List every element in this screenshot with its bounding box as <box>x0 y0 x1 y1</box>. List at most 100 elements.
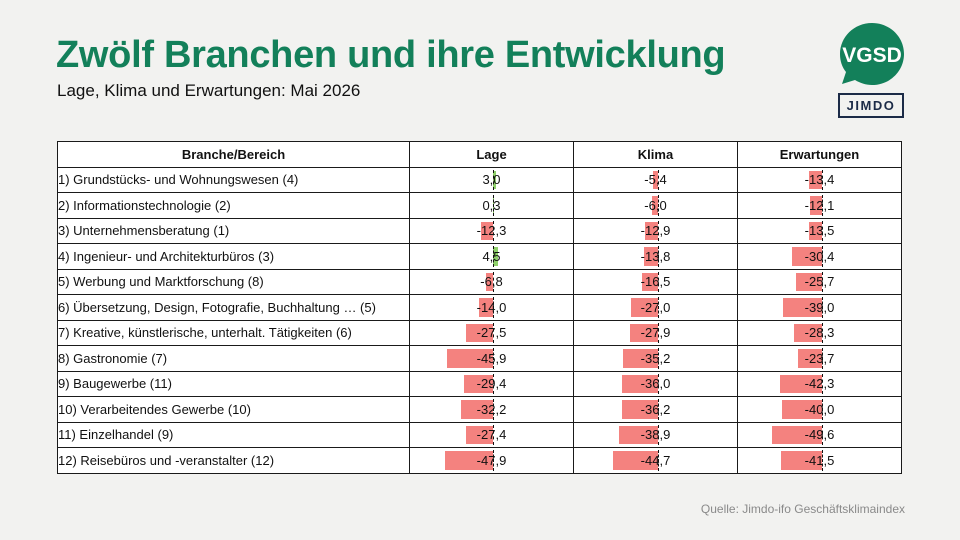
value-label-klima: -27,9 <box>640 325 671 341</box>
value-cell-klima: -36,2 <box>573 396 738 423</box>
row-label: 12) Reisebüros und -veranstalter (12) <box>57 447 410 474</box>
value-label-lage: -14,0 <box>476 299 507 315</box>
value-cell-lage: -27,5 <box>409 319 574 346</box>
vgsd-logo: VGSD <box>840 23 904 85</box>
zero-line <box>822 169 823 190</box>
table-row: 9) Baugewerbe (11) -29,4 -36,0 -42,3 <box>57 370 902 397</box>
bar-lage <box>463 374 493 393</box>
zero-line <box>493 297 494 318</box>
row-label: 7) Kreative, künstlerische, unterhalt. T… <box>57 319 410 346</box>
bar-klima <box>630 323 658 342</box>
zero-line <box>822 424 823 445</box>
value-cell-klima: -36,0 <box>573 370 738 397</box>
column-header-branche: Branche/Bereich <box>57 141 410 168</box>
zero-line <box>658 220 659 241</box>
value-label-erwartungen: -49,6 <box>804 427 835 443</box>
value-label-erwartungen: -13,5 <box>804 223 835 239</box>
bar-erwartungen <box>782 400 822 419</box>
zero-line <box>493 348 494 369</box>
value-label-lage: -6,8 <box>480 274 503 290</box>
bar-lage <box>493 170 496 189</box>
column-header-lage: Lage <box>409 141 574 168</box>
value-cell-klima: -16,5 <box>573 268 738 295</box>
value-cell-klima: -12,9 <box>573 217 738 244</box>
bar-erwartungen <box>772 425 822 444</box>
zero-line <box>822 399 823 420</box>
zero-line <box>493 220 494 241</box>
value-label-erwartungen: -41,5 <box>804 452 835 468</box>
value-label-lage: 0,3 <box>482 197 501 213</box>
source-note: Quelle: Jimdo-ifo Geschäftsklimaindex <box>700 502 905 516</box>
value-label-klima: -16,5 <box>640 274 671 290</box>
row-label: 9) Baugewerbe (11) <box>57 370 410 397</box>
bar-klima <box>622 349 658 368</box>
bar-klima <box>645 221 658 240</box>
value-label-erwartungen: -28,3 <box>804 325 835 341</box>
zero-line <box>493 246 494 267</box>
zero-line <box>658 195 659 216</box>
table-row: 11) Einzelhandel (9) -27,4 -38,9 -49,6 <box>57 421 902 448</box>
column-header-erwartungen: Erwartungen <box>737 141 902 168</box>
bar-lage <box>493 247 498 266</box>
value-cell-erwartungen: -40,0 <box>737 396 902 423</box>
bar-lage <box>445 451 493 470</box>
zero-line <box>493 399 494 420</box>
zero-line <box>493 322 494 343</box>
bar-klima <box>622 374 658 393</box>
column-header-klima: Klima <box>573 141 738 168</box>
value-label-erwartungen: -42,3 <box>804 376 835 392</box>
zero-line <box>658 450 659 471</box>
zero-line <box>822 297 823 318</box>
industry-table: Branche/Bereich Lage Klima Erwartungen 1… <box>57 141 902 474</box>
table-row: 7) Kreative, künstlerische, unterhalt. T… <box>57 319 902 346</box>
table-header-row: Branche/Bereich Lage Klima Erwartungen <box>57 141 902 168</box>
bar-klima <box>641 272 658 291</box>
value-label-erwartungen: -40,0 <box>804 401 835 417</box>
bar-lage <box>480 221 493 240</box>
row-label: 6) Übersetzung, Design, Fotografie, Buch… <box>57 294 410 321</box>
value-label-lage: -27,4 <box>476 427 507 443</box>
bar-erwartungen <box>783 298 822 317</box>
zero-line <box>822 322 823 343</box>
zero-line <box>822 373 823 394</box>
vgsd-logo-text: VGSD <box>842 44 902 67</box>
value-cell-erwartungen: -13,5 <box>737 217 902 244</box>
bar-erwartungen <box>808 170 822 189</box>
value-cell-erwartungen: -30,4 <box>737 243 902 270</box>
table-row: 3) Unternehmensberatung (1) -12,3 -12,9 -13… <box>57 217 902 244</box>
value-cell-erwartungen: -12,1 <box>737 192 902 219</box>
jimdo-logo: JIMDO <box>838 93 904 118</box>
value-cell-lage: -45,9 <box>409 345 574 372</box>
row-label: 5) Werbung und Marktforschung (8) <box>57 268 410 295</box>
value-cell-lage: 0,3 <box>409 192 574 219</box>
bar-klima <box>619 425 658 444</box>
value-label-klima: -36,0 <box>640 376 671 392</box>
bar-lage <box>479 298 493 317</box>
row-label: 10) Verarbeitendes Gewerbe (10) <box>57 396 410 423</box>
value-cell-erwartungen: -49,6 <box>737 421 902 448</box>
table-row: 4) Ingenieur- und Architekturbüros (3) 4,… <box>57 243 902 270</box>
zero-line <box>493 450 494 471</box>
zero-line <box>822 271 823 292</box>
value-label-lage: 3,0 <box>482 172 501 188</box>
bar-erwartungen <box>809 196 822 215</box>
value-cell-erwartungen: -13,4 <box>737 166 902 193</box>
value-label-klima: -27,0 <box>640 299 671 315</box>
table-body: 1) Grundstücks- und Wohnungswesen (4) 3,0… <box>57 166 902 474</box>
table-row: 1) Grundstücks- und Wohnungswesen (4) 3,0… <box>57 166 902 193</box>
bar-erwartungen <box>796 272 822 291</box>
zero-line <box>493 271 494 292</box>
row-label: 11) Einzelhandel (9) <box>57 421 410 448</box>
table-row: 8) Gastronomie (7) -45,9 -35,2 -23,7 <box>57 345 902 372</box>
value-label-klima: -36,2 <box>640 401 671 417</box>
value-label-lage: -32,2 <box>476 401 507 417</box>
bar-erwartungen <box>808 221 822 240</box>
bar-lage <box>465 425 493 444</box>
value-label-lage: -27,5 <box>476 325 507 341</box>
value-cell-erwartungen: -25,7 <box>737 268 902 295</box>
zero-line <box>658 424 659 445</box>
row-label: 1) Grundstücks- und Wohnungswesen (4) <box>57 166 410 193</box>
zero-line <box>822 246 823 267</box>
zero-line <box>658 373 659 394</box>
zero-line <box>493 195 494 216</box>
